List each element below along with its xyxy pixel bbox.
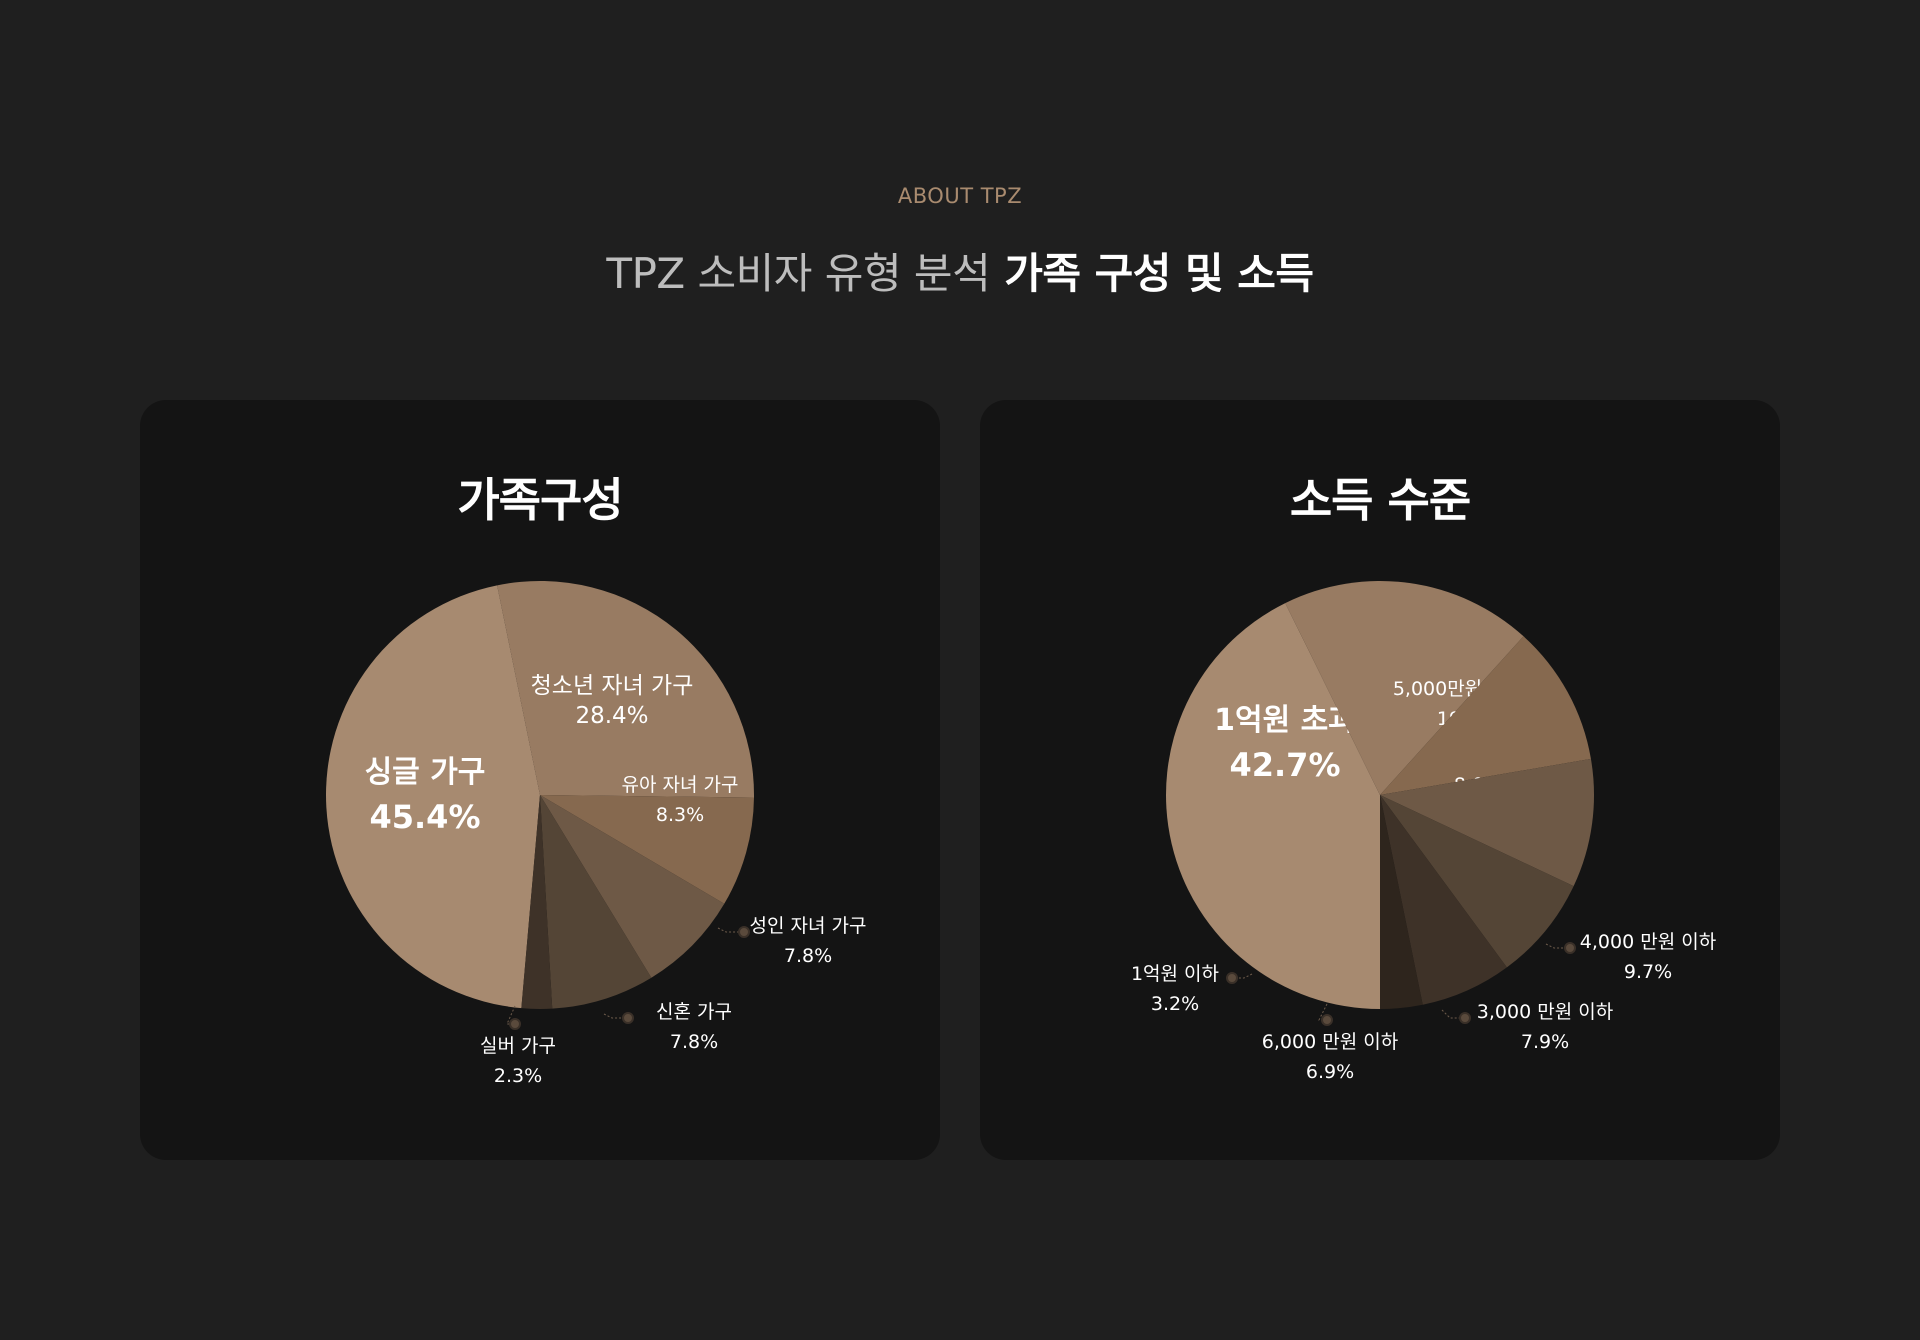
pie-slice	[1380, 795, 1423, 1009]
leader-dot	[509, 1018, 521, 1030]
pie-slice	[521, 795, 553, 1009]
leader-dot	[1321, 1014, 1333, 1026]
slice-label: 싱글 가구	[365, 755, 486, 790]
slice-label: 6,000 만원 이하	[1262, 1031, 1398, 1053]
slice-value: 3.2%	[1151, 993, 1199, 1015]
slice-value: 7.9%	[1521, 1031, 1569, 1053]
leader-dot	[738, 926, 750, 938]
leader-line	[603, 1013, 628, 1019]
slice-value: 7.8%	[670, 1031, 718, 1053]
slice-label: 실버 가구	[480, 1035, 556, 1057]
slice-value: 42.7%	[1229, 746, 1340, 784]
slice-label: 1억원 초과	[1214, 703, 1356, 738]
leader-dot	[1226, 972, 1238, 984]
family-composition-card: 가족구성 싱글 가구 45.4% 청소년 자녀 가구 28.4% 유아 자녀 가구 8.3…	[140, 400, 940, 1160]
pie-slice	[1380, 795, 1507, 1005]
pie-slice	[1380, 795, 1574, 968]
slice-value: 2.3%	[494, 1065, 542, 1087]
pie-slice	[1380, 758, 1594, 887]
slice-label: 3,000 만원 이하	[1477, 1001, 1613, 1023]
pie-slice	[1380, 636, 1591, 795]
slice-label: 4,000 만원 이하	[1580, 931, 1716, 953]
slice-label: 유아 자녀 가구	[622, 774, 739, 796]
page-title: TPZ 소비자 유형 분석 가족 구성 및 소득	[0, 240, 1920, 301]
pie-slice	[1166, 603, 1380, 1009]
leader-dot	[1459, 1012, 1471, 1024]
pie-slice	[1285, 581, 1524, 795]
slice-label: 1억원 이하	[1131, 963, 1219, 985]
leader-dot	[622, 1012, 634, 1024]
page-title-light: TPZ 소비자 유형 분석	[606, 249, 991, 298]
leader-line	[1318, 1003, 1328, 1021]
income-chart-title: 소득 수준	[1289, 473, 1471, 527]
leader-line	[1545, 943, 1570, 949]
page-title-bold: 가족 구성 및 소득	[1004, 249, 1314, 298]
leader-dot	[1564, 942, 1576, 954]
family-chart-title: 가족구성	[457, 473, 623, 527]
eyebrow-label: ABOUT TPZ	[897, 184, 1023, 208]
slice-value: 9.7%	[1624, 961, 1672, 983]
slice-label: 청소년 자녀 가구	[531, 673, 694, 699]
pie-slice	[540, 795, 725, 978]
slice-label: 신혼 가구	[656, 1001, 732, 1023]
slice-label: 성인 자녀 가구	[750, 915, 867, 937]
slice-value: 28.4%	[575, 703, 648, 729]
pie-slice	[497, 581, 754, 798]
pie-slice	[540, 795, 754, 904]
pie-slice	[540, 795, 652, 1009]
family-pie-chart: 싱글 가구 45.4% 청소년 자녀 가구 28.4% 유아 자녀 가구 8.3% 성인 자…	[326, 581, 867, 1087]
slice-value: 45.4%	[369, 798, 480, 836]
slice-value: 6.9%	[1306, 1061, 1354, 1083]
slice-value: 7.8%	[784, 945, 832, 967]
pie-slice	[326, 585, 540, 1009]
slice-value: 8.3%	[656, 804, 704, 826]
